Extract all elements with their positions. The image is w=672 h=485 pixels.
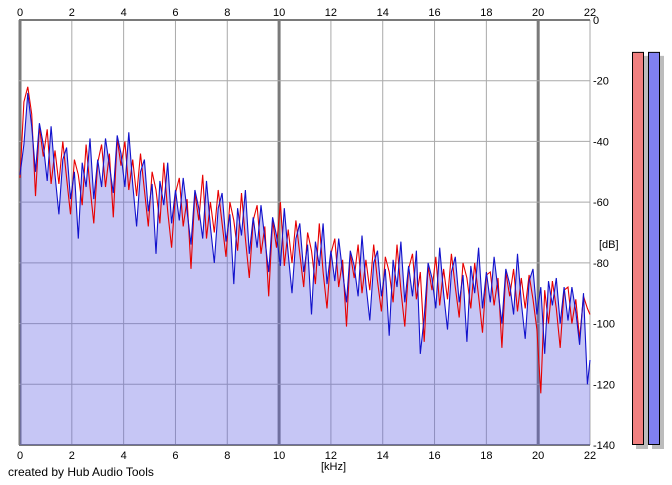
x-tick-label-top: 6 xyxy=(172,7,178,19)
x-tick-label-bottom: 0 xyxy=(17,450,23,462)
y-tick-label: -40 xyxy=(593,136,609,148)
y-tick-label: -140 xyxy=(593,440,615,452)
x-axis-unit-label: [kHz] xyxy=(321,461,347,473)
x-tick-label-top: 20 xyxy=(532,7,544,19)
left-peak-meter-bar xyxy=(632,51,644,445)
x-tick-label-bottom: 10 xyxy=(273,450,285,462)
x-tick-label-bottom: 22 xyxy=(584,450,596,462)
credit-text: created by Hub Audio Tools xyxy=(8,465,154,479)
x-tick-label-bottom: 2 xyxy=(69,450,75,462)
right-peak-meter-bar xyxy=(648,51,660,445)
axis-tick-labels: 002244668810101212141416161818202022220-… xyxy=(17,7,615,462)
x-tick-label-top: 18 xyxy=(480,7,492,19)
grid-layer xyxy=(18,19,591,446)
x-tick-label-bottom: 16 xyxy=(428,450,440,462)
spectrum-traces xyxy=(19,86,591,394)
x-tick-label-top: 12 xyxy=(325,7,337,19)
y-tick-label: -80 xyxy=(593,258,609,270)
x-tick-label-bottom: 20 xyxy=(532,450,544,462)
y-tick-label: -100 xyxy=(593,319,615,331)
x-tick-label-bottom: 12 xyxy=(325,450,337,462)
x-tick-label-bottom: 8 xyxy=(224,450,230,462)
y-axis-unit-label: [dB] xyxy=(599,239,619,251)
x-tick-label-top: 0 xyxy=(17,7,23,19)
y-tick-label: -20 xyxy=(593,76,609,88)
x-tick-label-top: 2 xyxy=(69,7,75,19)
x-tick-label-top: 8 xyxy=(224,7,230,19)
y-tick-label: 0 xyxy=(593,15,599,27)
x-tick-label-top: 14 xyxy=(377,7,389,19)
right-channel-trace xyxy=(19,92,591,385)
x-tick-label-top: 22 xyxy=(584,7,596,19)
x-tick-label-bottom: 14 xyxy=(377,450,389,462)
x-tick-label-top: 4 xyxy=(121,7,127,19)
x-tick-label-bottom: 6 xyxy=(172,450,178,462)
y-tick-label: -120 xyxy=(593,379,615,391)
x-tick-label-bottom: 4 xyxy=(121,450,127,462)
peak-meters xyxy=(632,51,664,449)
y-tick-label: -60 xyxy=(593,197,609,209)
x-tick-label-top: 10 xyxy=(273,7,285,19)
x-tick-label-bottom: 18 xyxy=(480,450,492,462)
x-tick-label-top: 16 xyxy=(428,7,440,19)
